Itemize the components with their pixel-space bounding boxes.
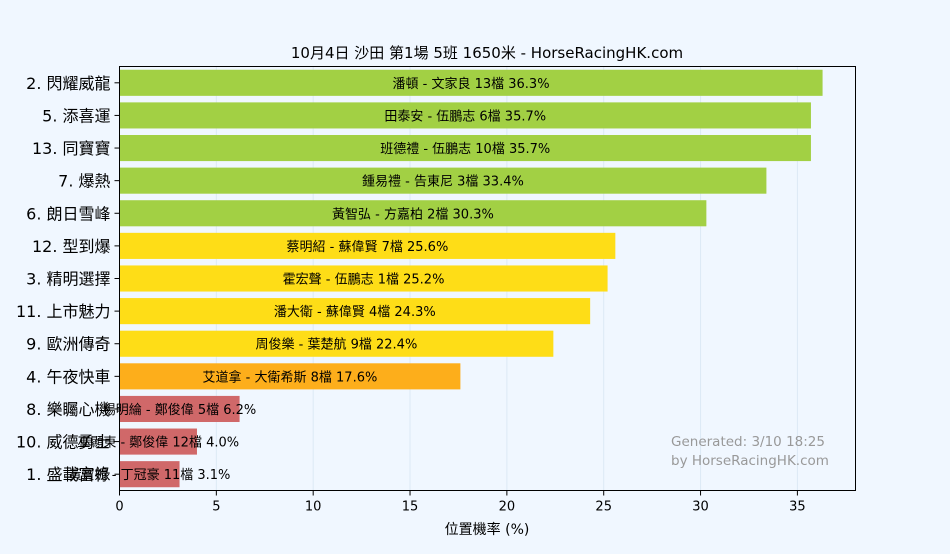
x-tick-label: 35 — [789, 500, 806, 515]
y-tick-label: 6. 朗日雪峰 — [26, 204, 110, 223]
bar — [119, 363, 461, 390]
bar — [119, 134, 811, 162]
bars: 潘頓 - 文家良 13檔 36.3% 田泰安 - 伍鵬志 6檔 35.7% 班德禮 … — [69, 69, 823, 488]
annotation-line-1: Generated: 3/10 18:25 — [671, 434, 825, 450]
bar — [119, 265, 608, 292]
chart-title: 10月4日 沙田 第1場 5班 1650米 - HorseRacingHK.co… — [291, 44, 683, 62]
y-tick-label: 4. 午夜快車 — [26, 367, 110, 386]
y-tick-label: 1. 盛載富祿 — [26, 465, 110, 484]
x-tick-label: 25 — [595, 500, 612, 515]
bar-data-label: 周俊樂 - 葉楚航 9檔 22.4% — [256, 337, 418, 353]
bar-data-label: 蔡明紹 - 蘇偉賢 7檔 25.6% — [287, 240, 449, 255]
x-axis-ticks: 0 5 10 15 20 25 30 35 — [115, 490, 806, 515]
bar — [119, 330, 554, 357]
bar-data-label: 潘頓 - 文家良 13檔 36.3% — [393, 76, 550, 92]
y-tick-label: 13. 同寶寶 — [32, 139, 111, 158]
bar — [119, 232, 616, 259]
annotation-line-2: by HorseRacingHK.com — [671, 453, 829, 469]
annotation: Generated: 3/10 18:25 by HorseRacingHK.c… — [671, 434, 829, 469]
y-tick-label: 9. 歐洲傳奇 — [26, 335, 110, 354]
bar-data-label: 黃智弘 - 方嘉柏 2檔 30.3% — [332, 206, 494, 222]
x-tick-label: 15 — [402, 500, 419, 515]
bar-data-label: 艾道拿 - 大衛希斯 8檔 17.6% — [203, 369, 378, 385]
bar-data-label: 田泰安 - 伍鵬志 6檔 35.7% — [384, 109, 546, 124]
bar-data-label: 楊明綸 - 鄭俊偉 5檔 6.2% — [103, 402, 257, 418]
bar — [119, 395, 240, 423]
bar-data-label: 班德禮 - 伍鵬志 10檔 35.7% — [380, 142, 550, 157]
x-tick-label: 10 — [305, 500, 322, 515]
bar — [119, 298, 591, 325]
x-tick-label: 5 — [212, 500, 220, 515]
bar — [119, 167, 767, 194]
y-tick-label: 3. 精明選擇 — [26, 270, 110, 289]
x-axis-label: 位置機率 (%) — [445, 521, 530, 538]
bar — [119, 69, 823, 96]
bar — [119, 461, 180, 488]
bar-data-label: 霍宏聲 - 伍鵬志 1檔 25.2% — [283, 272, 445, 288]
bar — [119, 102, 811, 129]
y-tick-label: 11. 上市魅力 — [16, 302, 111, 321]
bar-data-label: 巫顯東 - 鄭俊偉 12檔 4.0% — [77, 435, 239, 451]
x-tick-label: 30 — [692, 500, 709, 515]
bar-data-label: 鍾易禮 - 告東尼 3檔 33.4% — [362, 174, 524, 190]
bar — [119, 428, 197, 455]
y-tick-label: 2. 閃耀威龍 — [26, 74, 110, 93]
bar-data-label: 潘大衛 - 蘇偉賢 4檔 24.3% — [274, 305, 436, 320]
y-tick-label: 10. 威德勇士 — [16, 433, 111, 452]
x-tick-label: 20 — [499, 500, 516, 515]
bar — [119, 200, 707, 227]
y-tick-label: 12. 型到爆 — [32, 237, 111, 256]
y-tick-label: 7. 爆熱 — [58, 172, 110, 191]
y-tick-label: 5. 添喜運 — [42, 106, 110, 125]
x-tick-label: 0 — [115, 500, 123, 515]
bar-data-label: 黃寶妮 - 丁冠豪 11檔 3.1% — [69, 467, 231, 483]
y-axis-labels: 2. 閃耀威龍 5. 添喜運 13. 同寶寶 7. 爆熱 6. 朗日雪峰 12. 型到爆 3… — [16, 74, 120, 484]
y-tick-label: 8. 樂矚心機 — [26, 400, 110, 419]
